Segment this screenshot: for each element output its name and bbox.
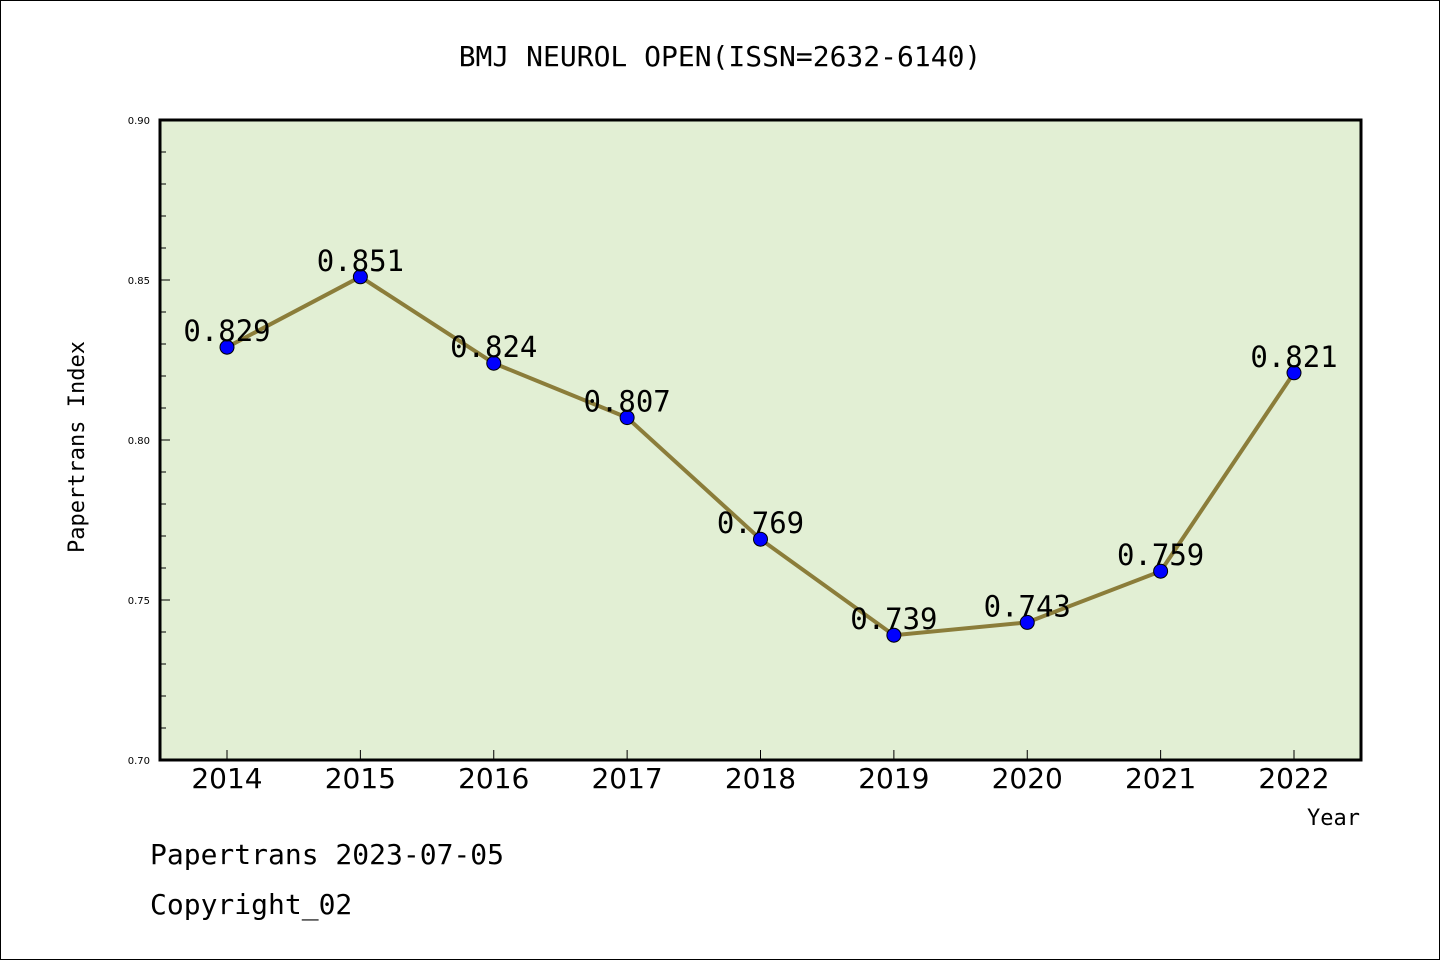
- data-label: 0.824: [450, 330, 537, 364]
- plot-area: [158, 118, 1363, 762]
- y-tick-label: 0.85: [128, 276, 150, 287]
- x-tick-label: 2018: [725, 762, 796, 795]
- data-label: 0.769: [717, 506, 804, 540]
- data-label: 0.807: [583, 385, 670, 419]
- x-tick-label: 2022: [1258, 762, 1329, 795]
- data-label: 0.821: [1250, 340, 1337, 374]
- x-tick-label: 2019: [858, 762, 929, 795]
- data-point: [352, 269, 368, 285]
- data-label: 0.851: [317, 244, 404, 278]
- y-axis-label: Papertrans Index: [65, 341, 90, 553]
- data-point: [486, 355, 502, 371]
- x-tick-label: 2020: [992, 762, 1063, 795]
- x-tick-label: 2017: [591, 762, 662, 795]
- footer-date: Papertrans 2023-07-05: [150, 838, 504, 871]
- footer-copyright: Copyright_02: [150, 888, 352, 922]
- data-points: [219, 269, 1302, 643]
- data-point: [1153, 563, 1169, 579]
- data-point: [1286, 365, 1302, 381]
- y-tick-label: 0.80: [128, 436, 150, 447]
- x-tick-label: 2021: [1125, 762, 1196, 795]
- data-label: 0.739: [850, 602, 937, 636]
- data-label: 0.829: [183, 314, 270, 348]
- y-tick-label: 0.75: [128, 596, 150, 607]
- y-tick-label: 0.70: [128, 756, 150, 767]
- x-tick-label: 2014: [191, 762, 262, 795]
- data-point: [1019, 614, 1035, 630]
- data-point: [753, 531, 768, 547]
- y-tick-label: 0.90: [128, 116, 150, 127]
- x-tick-label: 2016: [458, 762, 529, 795]
- data-label: 0.743: [984, 589, 1071, 623]
- data-point: [886, 627, 902, 643]
- chart-title: BMJ NEUROL OPEN(ISSN=2632-6140): [459, 40, 982, 73]
- data-labels: 0.829 0.851 0.824 0.807 0.769 0.739 0.743 0.759…: [183, 244, 1337, 636]
- data-point: [619, 410, 635, 426]
- y-axis-ticks: 0.70 0.75 0.80 0.85 0.90: [128, 116, 170, 767]
- x-axis-ticks: 2014 2015 2016 2017 2018 2019 2020 2021 2022: [191, 750, 1330, 795]
- x-axis-label: Year: [1307, 806, 1360, 831]
- data-point: [219, 339, 235, 355]
- data-label: 0.759: [1117, 538, 1204, 572]
- x-tick-label: 2015: [325, 762, 396, 795]
